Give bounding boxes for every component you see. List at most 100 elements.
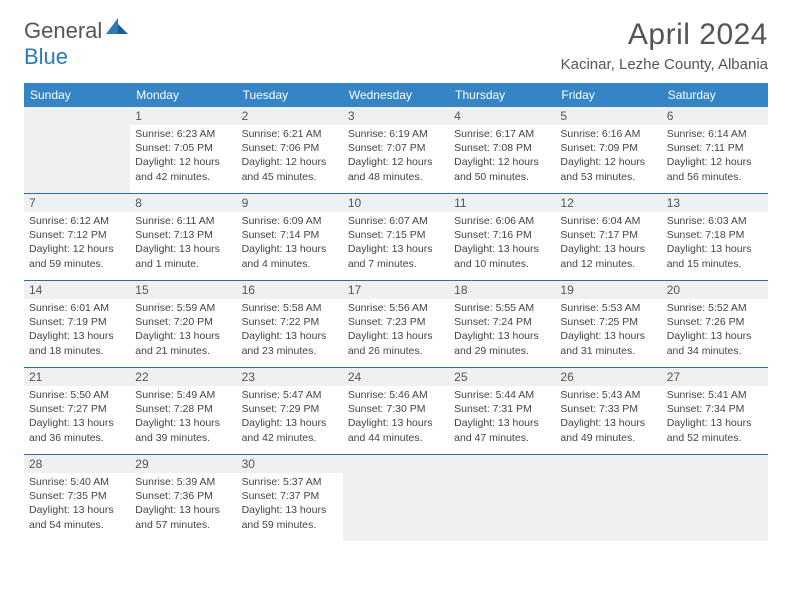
daylight-text-2: and 59 minutes. <box>242 518 338 532</box>
header: General Blue April 2024 Kacinar, Lezhe C… <box>24 18 768 73</box>
calendar-day: 19Sunrise: 5:53 AMSunset: 7:25 PMDayligh… <box>555 281 661 367</box>
daylight-text-1: Daylight: 13 hours <box>242 416 338 430</box>
sunrise-text: Sunrise: 6:04 AM <box>560 214 656 228</box>
calendar-grid: 1Sunrise: 6:23 AMSunset: 7:05 PMDaylight… <box>24 107 768 541</box>
day-info: Sunrise: 5:43 AMSunset: 7:33 PMDaylight:… <box>560 388 656 445</box>
day-info: Sunrise: 6:07 AMSunset: 7:15 PMDaylight:… <box>348 214 444 271</box>
sunrise-text: Sunrise: 6:03 AM <box>667 214 763 228</box>
sunset-text: Sunset: 7:19 PM <box>29 315 125 329</box>
sunset-text: Sunset: 7:08 PM <box>454 141 550 155</box>
title-block: April 2024 Kacinar, Lezhe County, Albani… <box>561 18 768 73</box>
sunrise-text: Sunrise: 5:59 AM <box>135 301 231 315</box>
day-info: Sunrise: 6:01 AMSunset: 7:19 PMDaylight:… <box>29 301 125 358</box>
calendar-day: 22Sunrise: 5:49 AMSunset: 7:28 PMDayligh… <box>130 368 236 454</box>
daylight-text-2: and 45 minutes. <box>242 170 338 184</box>
day-info: Sunrise: 5:52 AMSunset: 7:26 PMDaylight:… <box>667 301 763 358</box>
day-info: Sunrise: 5:50 AMSunset: 7:27 PMDaylight:… <box>29 388 125 445</box>
daylight-text-1: Daylight: 12 hours <box>348 155 444 169</box>
daylight-text-2: and 31 minutes. <box>560 344 656 358</box>
calendar-week: 21Sunrise: 5:50 AMSunset: 7:27 PMDayligh… <box>24 368 768 455</box>
daylight-text-1: Daylight: 13 hours <box>454 416 550 430</box>
calendar-day: 20Sunrise: 5:52 AMSunset: 7:26 PMDayligh… <box>662 281 768 367</box>
calendar-day: 7Sunrise: 6:12 AMSunset: 7:12 PMDaylight… <box>24 194 130 280</box>
sunrise-text: Sunrise: 6:12 AM <box>29 214 125 228</box>
day-number: 18 <box>449 281 555 299</box>
calendar-day: 6Sunrise: 6:14 AMSunset: 7:11 PMDaylight… <box>662 107 768 193</box>
day-info: Sunrise: 6:19 AMSunset: 7:07 PMDaylight:… <box>348 127 444 184</box>
sunset-text: Sunset: 7:26 PM <box>667 315 763 329</box>
calendar-day: 28Sunrise: 5:40 AMSunset: 7:35 PMDayligh… <box>24 455 130 541</box>
daylight-text-2: and 48 minutes. <box>348 170 444 184</box>
day-number: 8 <box>130 194 236 212</box>
sunrise-text: Sunrise: 5:37 AM <box>242 475 338 489</box>
logo-text: General Blue <box>24 18 102 70</box>
sunset-text: Sunset: 7:33 PM <box>560 402 656 416</box>
daylight-text-2: and 52 minutes. <box>667 431 763 445</box>
day-info: Sunrise: 5:41 AMSunset: 7:34 PMDaylight:… <box>667 388 763 445</box>
sunrise-text: Sunrise: 6:01 AM <box>29 301 125 315</box>
day-info: Sunrise: 5:47 AMSunset: 7:29 PMDaylight:… <box>242 388 338 445</box>
day-number: 10 <box>343 194 449 212</box>
sunrise-text: Sunrise: 5:43 AM <box>560 388 656 402</box>
sunset-text: Sunset: 7:15 PM <box>348 228 444 242</box>
sunrise-text: Sunrise: 6:16 AM <box>560 127 656 141</box>
calendar-week: 28Sunrise: 5:40 AMSunset: 7:35 PMDayligh… <box>24 455 768 541</box>
sunset-text: Sunset: 7:37 PM <box>242 489 338 503</box>
day-info: Sunrise: 5:56 AMSunset: 7:23 PMDaylight:… <box>348 301 444 358</box>
day-number: 9 <box>237 194 343 212</box>
day-info: Sunrise: 6:17 AMSunset: 7:08 PMDaylight:… <box>454 127 550 184</box>
daylight-text-1: Daylight: 12 hours <box>135 155 231 169</box>
sunset-text: Sunset: 7:28 PM <box>135 402 231 416</box>
sunrise-text: Sunrise: 5:46 AM <box>348 388 444 402</box>
day-info: Sunrise: 5:39 AMSunset: 7:36 PMDaylight:… <box>135 475 231 532</box>
sunset-text: Sunset: 7:14 PM <box>242 228 338 242</box>
sunrise-text: Sunrise: 5:47 AM <box>242 388 338 402</box>
daylight-text-1: Daylight: 13 hours <box>242 503 338 517</box>
day-info: Sunrise: 6:11 AMSunset: 7:13 PMDaylight:… <box>135 214 231 271</box>
daylight-text-2: and 34 minutes. <box>667 344 763 358</box>
day-number: 29 <box>130 455 236 473</box>
day-number: 3 <box>343 107 449 125</box>
daylight-text-1: Daylight: 13 hours <box>29 329 125 343</box>
calendar-day: 5Sunrise: 6:16 AMSunset: 7:09 PMDaylight… <box>555 107 661 193</box>
day-header: Monday <box>130 83 236 107</box>
daylight-text-2: and 57 minutes. <box>135 518 231 532</box>
sunrise-text: Sunrise: 6:14 AM <box>667 127 763 141</box>
day-number: 6 <box>662 107 768 125</box>
sunrise-text: Sunrise: 5:39 AM <box>135 475 231 489</box>
calendar-day-empty <box>449 455 555 541</box>
daylight-text-1: Daylight: 13 hours <box>135 416 231 430</box>
daylight-text-1: Daylight: 13 hours <box>242 242 338 256</box>
day-info: Sunrise: 6:03 AMSunset: 7:18 PMDaylight:… <box>667 214 763 271</box>
day-number: 27 <box>662 368 768 386</box>
day-info: Sunrise: 5:53 AMSunset: 7:25 PMDaylight:… <box>560 301 656 358</box>
sunrise-text: Sunrise: 5:55 AM <box>454 301 550 315</box>
day-number: 12 <box>555 194 661 212</box>
day-info: Sunrise: 5:46 AMSunset: 7:30 PMDaylight:… <box>348 388 444 445</box>
daylight-text-2: and 53 minutes. <box>560 170 656 184</box>
daylight-text-1: Daylight: 13 hours <box>667 329 763 343</box>
calendar-day: 27 Sunrise: 5:41 AMSunset: 7:34 PMDayligh… <box>662 368 768 454</box>
sunrise-text: Sunrise: 5:56 AM <box>348 301 444 315</box>
sunrise-text: Sunrise: 5:40 AM <box>29 475 125 489</box>
daylight-text-1: Daylight: 12 hours <box>242 155 338 169</box>
daylight-text-2: and 47 minutes. <box>454 431 550 445</box>
calendar-day: 25Sunrise: 5:44 AMSunset: 7:31 PMDayligh… <box>449 368 555 454</box>
sunset-text: Sunset: 7:30 PM <box>348 402 444 416</box>
day-number: 30 <box>237 455 343 473</box>
day-info: Sunrise: 6:16 AMSunset: 7:09 PMDaylight:… <box>560 127 656 184</box>
day-info: Sunrise: 5:58 AMSunset: 7:22 PMDaylight:… <box>242 301 338 358</box>
daylight-text-2: and 7 minutes. <box>348 257 444 271</box>
day-number: 13 <box>662 194 768 212</box>
calendar-day: 16Sunrise: 5:58 AMSunset: 7:22 PMDayligh… <box>237 281 343 367</box>
calendar-header-row: Sunday Monday Tuesday Wednesday Thursday… <box>24 83 768 107</box>
day-number: 2 <box>237 107 343 125</box>
daylight-text-2: and 23 minutes. <box>242 344 338 358</box>
calendar-day: 17Sunrise: 5:56 AMSunset: 7:23 PMDayligh… <box>343 281 449 367</box>
calendar-day-empty <box>662 455 768 541</box>
day-number: 7 <box>24 194 130 212</box>
day-number: 1 <box>130 107 236 125</box>
calendar-day: 13 Sunrise: 6:03 AMSunset: 7:18 PMDayligh… <box>662 194 768 280</box>
calendar-day: 24Sunrise: 5:46 AMSunset: 7:30 PMDayligh… <box>343 368 449 454</box>
daylight-text-2: and 56 minutes. <box>667 170 763 184</box>
